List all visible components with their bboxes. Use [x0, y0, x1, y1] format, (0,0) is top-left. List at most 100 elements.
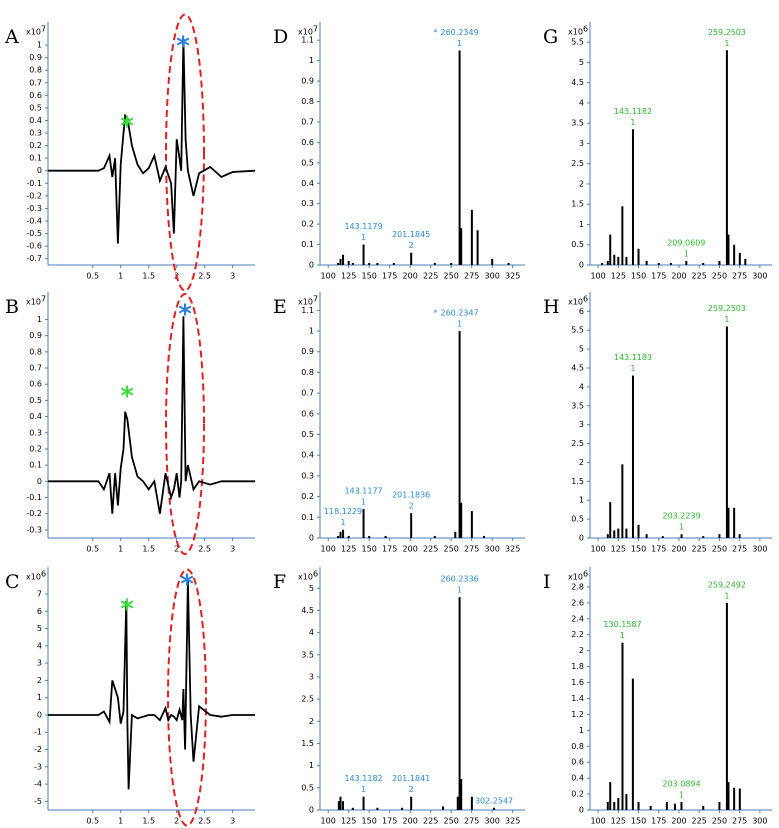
y-tick-label: 2	[37, 676, 42, 685]
peak-label: 203.2239	[662, 512, 700, 521]
x-tick-label: 225	[692, 545, 707, 554]
x-tick-label: 150	[362, 545, 377, 554]
y-tick-label: 1.6	[571, 678, 584, 687]
x-tick-label: 275	[732, 272, 747, 281]
x-tick-label: 250	[712, 817, 727, 826]
spectrum-peak	[727, 507, 730, 538]
y-tick-label: 0.3	[29, 428, 42, 437]
x-tick-label: 225	[692, 272, 707, 281]
x-tick-label: 250	[444, 272, 459, 281]
panel-label: F	[273, 571, 286, 593]
y-tick-label: -5	[34, 797, 42, 806]
peak-charge: 1	[361, 498, 366, 507]
spectrum-peak	[718, 802, 721, 810]
spectrum-peak	[661, 536, 664, 538]
spectrum-peak	[410, 252, 413, 265]
x-tick-label: 3	[230, 545, 235, 554]
y-tick-label: 1	[579, 726, 584, 735]
spectrum-peak	[613, 802, 616, 810]
peak-charge: 1	[630, 118, 635, 127]
spectrum-peak	[621, 464, 624, 538]
y-exponent: 7	[313, 295, 318, 304]
spectrum-peak	[460, 228, 463, 265]
y-tick-label: 0.1	[29, 154, 42, 163]
y-tick-label: 0.4	[301, 451, 314, 460]
y-tick-label: 3	[309, 672, 314, 681]
x-tick-label: 175	[651, 545, 666, 554]
y-tick-label: 3	[37, 659, 42, 668]
spectrum-peak	[727, 234, 730, 265]
peak-label: 201.1845	[392, 230, 430, 239]
y-tick-label: 0.1	[301, 240, 314, 249]
x-tick-label: 200	[671, 272, 686, 281]
spectrum-peak	[744, 258, 747, 265]
spectrum-peak	[458, 597, 461, 810]
y-exponent: 6	[583, 295, 588, 304]
peak-charge: 1	[361, 785, 366, 794]
y-tick-label: -4	[34, 780, 42, 789]
y-exponent: 7	[41, 25, 46, 34]
y-tick-label: -3	[34, 762, 42, 771]
x-tick-label: 200	[671, 545, 686, 554]
spectrum-peak	[733, 787, 736, 810]
spectrum-peak	[376, 262, 379, 265]
y-tick-label: 1.4	[571, 694, 584, 703]
spectrum-peak	[410, 796, 413, 810]
x-tick-label: 250	[444, 817, 459, 826]
x-tick-label: 1	[118, 817, 123, 826]
spectrum-peak	[491, 258, 494, 265]
y-tick-label: 5	[579, 58, 584, 67]
spectrum-peak	[342, 529, 345, 538]
y-tick-label: 2	[579, 458, 584, 467]
x-tick-label: 1.5	[142, 817, 155, 826]
x-tick-label: 100	[590, 817, 605, 826]
x-tick-label: 300	[752, 817, 767, 826]
x-tick-label: 325	[505, 272, 520, 281]
y-tick-label: 0.9	[301, 347, 314, 356]
y-tick-label: 0.7	[29, 364, 42, 373]
spectrum-peak	[609, 782, 612, 810]
y-tick-label: 0.1	[29, 461, 42, 470]
y-tick-label: 1.5	[301, 739, 314, 748]
x-tick-label: 175	[382, 272, 397, 281]
peak-label: 130.1587	[603, 620, 641, 629]
x-tick-label: 2.5	[198, 545, 211, 554]
y-exponent: 6	[313, 570, 318, 579]
peak-charge: 1	[724, 315, 729, 324]
y-tick-label: 0.9	[301, 77, 314, 86]
spectrum-peak	[450, 262, 453, 265]
y-tick-label: 5	[579, 345, 584, 354]
y-tick-label: 0.7	[29, 78, 42, 87]
y-tick-label: 0.6	[29, 91, 42, 100]
y-tick-label: 1.8	[571, 662, 584, 671]
spectrum-peak	[376, 807, 379, 810]
x-tick-label: 100	[590, 545, 605, 554]
x-tick-label: 3	[230, 817, 235, 826]
panel-label: A	[4, 26, 19, 48]
y-tick-label: 0	[309, 261, 314, 270]
spectrum-peak	[631, 678, 634, 810]
y-tick-label: -0.5	[26, 229, 42, 238]
x-tick-label: 225	[423, 272, 438, 281]
y-tick-label: 0.4	[301, 179, 314, 188]
y-tick-label: 1.5	[571, 200, 584, 209]
spectrum-peak	[718, 260, 721, 265]
trace-line	[48, 38, 256, 244]
x-tick-label: 175	[382, 817, 397, 826]
x-tick-label: 225	[692, 817, 707, 826]
x-tick-label: 0.5	[86, 272, 99, 281]
y-tick-label: 0.5	[301, 158, 314, 167]
x-tick-label: 125	[611, 272, 626, 281]
y-multiplier: x10	[298, 28, 313, 37]
spectrum-peak	[645, 534, 648, 538]
y-tick-label: -0.2	[26, 509, 42, 518]
spectrum-peak	[606, 260, 609, 265]
x-tick-label: 100	[321, 545, 336, 554]
x-tick-label: 275	[464, 545, 479, 554]
peak-label: 260.2336	[441, 575, 479, 584]
